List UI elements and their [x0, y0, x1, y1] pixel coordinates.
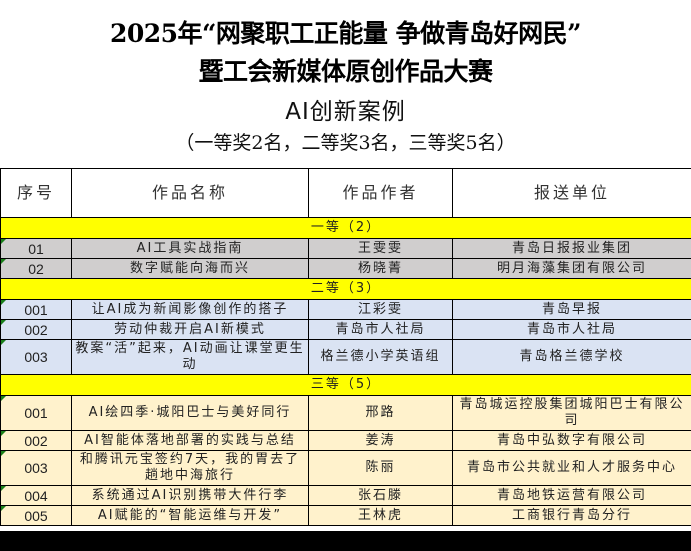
cell-no: 003	[0, 450, 72, 486]
cell-author: 陈丽	[308, 450, 453, 486]
cell-no: 002	[0, 430, 72, 451]
table-row: 01 AI工具实战指南 王雯雯 青岛日报报业集团	[0, 238, 691, 259]
cell-no: 002	[0, 319, 72, 340]
cell-title: 和腾讯元宝签约7天，我的胃去了趟地中海旅行	[71, 450, 309, 486]
cell-author: 邢路	[308, 395, 453, 431]
header-no: 序号	[0, 168, 72, 218]
table-row: 004 系统通过AI识别携带大件行李 张石滕 青岛地铁运营有限公司	[0, 485, 691, 506]
cell-unit: 青岛中弘数字有限公司	[452, 430, 691, 451]
table-header-row: 序号 作品名称 作品作者 报送单位	[0, 168, 691, 218]
award-level-label: 一等（2）	[0, 217, 691, 239]
award-level-band: 二等（3）	[0, 278, 691, 300]
cell-no: 003	[0, 339, 72, 375]
table-row: 001 让AI成为新闻影像创作的搭子 江彩雯 青岛早报	[0, 299, 691, 320]
title-line-2: 暨工会新媒体原创作品大赛	[198, 57, 493, 86]
table-row: 003 教案“活”起来，AI动画让课堂更生动 格兰德小学英语组 青岛格兰德学校	[0, 339, 691, 375]
award-level-label: 三等（5）	[0, 374, 691, 396]
cell-author: 王林虎	[308, 505, 453, 526]
black-bar	[0, 531, 691, 551]
cell-title: 数字赋能向海而兴	[71, 258, 309, 279]
cell-unit: 青岛城运控股集团城阳巴士有限公司	[452, 395, 691, 431]
cell-unit: 青岛日报报业集团	[452, 238, 691, 259]
table-row: 02 数字赋能向海而兴 杨晓菁 明月海藻集团有限公司	[0, 258, 691, 279]
table-row: 001 AI绘四季·城阳巴士与美好同行 邢路 青岛城运控股集团城阳巴士有限公司	[0, 395, 691, 431]
cell-no: 005	[0, 505, 72, 526]
awards-table: 序号 作品名称 作品作者 报送单位 一等（2） 01 AI工具实战指南 王雯雯 青岛日报…	[0, 168, 691, 526]
award-summary: （一等奖2名，二等奖3名，三等奖5名）	[175, 132, 516, 154]
cell-unit: 青岛早报	[452, 299, 691, 320]
header-author: 作品作者	[308, 168, 453, 218]
cell-author: 张石滕	[308, 485, 453, 506]
cell-title: 劳动仲裁开启AI新模式	[71, 319, 309, 340]
cell-no: 02	[0, 258, 72, 279]
cell-title: AI工具实战指南	[71, 238, 309, 259]
cell-unit: 工商银行青岛分行	[452, 505, 691, 526]
cell-author: 青岛市人社局	[308, 319, 453, 340]
cell-title: AI智能体落地部署的实践与总结	[71, 430, 309, 451]
cell-author: 杨晓菁	[308, 258, 453, 279]
table-row: 005 AI赋能的“智能运维与开发” 王林虎 工商银行青岛分行	[0, 505, 691, 526]
cell-unit: 青岛市人社局	[452, 319, 691, 340]
table-row: 002 劳动仲裁开启AI新模式 青岛市人社局 青岛市人社局	[0, 319, 691, 340]
category-title: AI创新案例	[285, 99, 406, 125]
cell-title: 教案“活”起来，AI动画让课堂更生动	[71, 339, 309, 375]
cell-unit: 明月海藻集团有限公司	[452, 258, 691, 279]
table-row: 003 和腾讯元宝签约7天，我的胃去了趟地中海旅行 陈丽 青岛市公共就业和人才服务中心	[0, 450, 691, 486]
award-level-band: 一等（2）	[0, 217, 691, 239]
cell-title: 让AI成为新闻影像创作的搭子	[71, 299, 309, 320]
cell-no: 004	[0, 485, 72, 506]
title-line-1: 2025年“网聚职工正能量 争做青岛好网民”	[109, 19, 582, 48]
table-row: 002 AI智能体落地部署的实践与总结 姜涛 青岛中弘数字有限公司	[0, 430, 691, 451]
cell-title: AI赋能的“智能运维与开发”	[71, 505, 309, 526]
cell-title: 系统通过AI识别携带大件行李	[71, 485, 309, 506]
cell-author: 江彩雯	[308, 299, 453, 320]
cell-unit: 青岛地铁运营有限公司	[452, 485, 691, 506]
cell-author: 王雯雯	[308, 238, 453, 259]
cell-author: 格兰德小学英语组	[308, 339, 453, 375]
cell-author: 姜涛	[308, 430, 453, 451]
cell-no: 001	[0, 299, 72, 320]
cell-title: AI绘四季·城阳巴士与美好同行	[71, 395, 309, 431]
cell-no: 01	[0, 238, 72, 259]
award-level-band: 三等（5）	[0, 374, 691, 396]
header-title: 作品名称	[71, 168, 309, 218]
award-level-label: 二等（3）	[0, 278, 691, 300]
cell-no: 001	[0, 395, 72, 431]
header-unit: 报送单位	[452, 168, 691, 218]
cell-unit: 青岛格兰德学校	[452, 339, 691, 375]
cell-unit: 青岛市公共就业和人才服务中心	[452, 450, 691, 486]
